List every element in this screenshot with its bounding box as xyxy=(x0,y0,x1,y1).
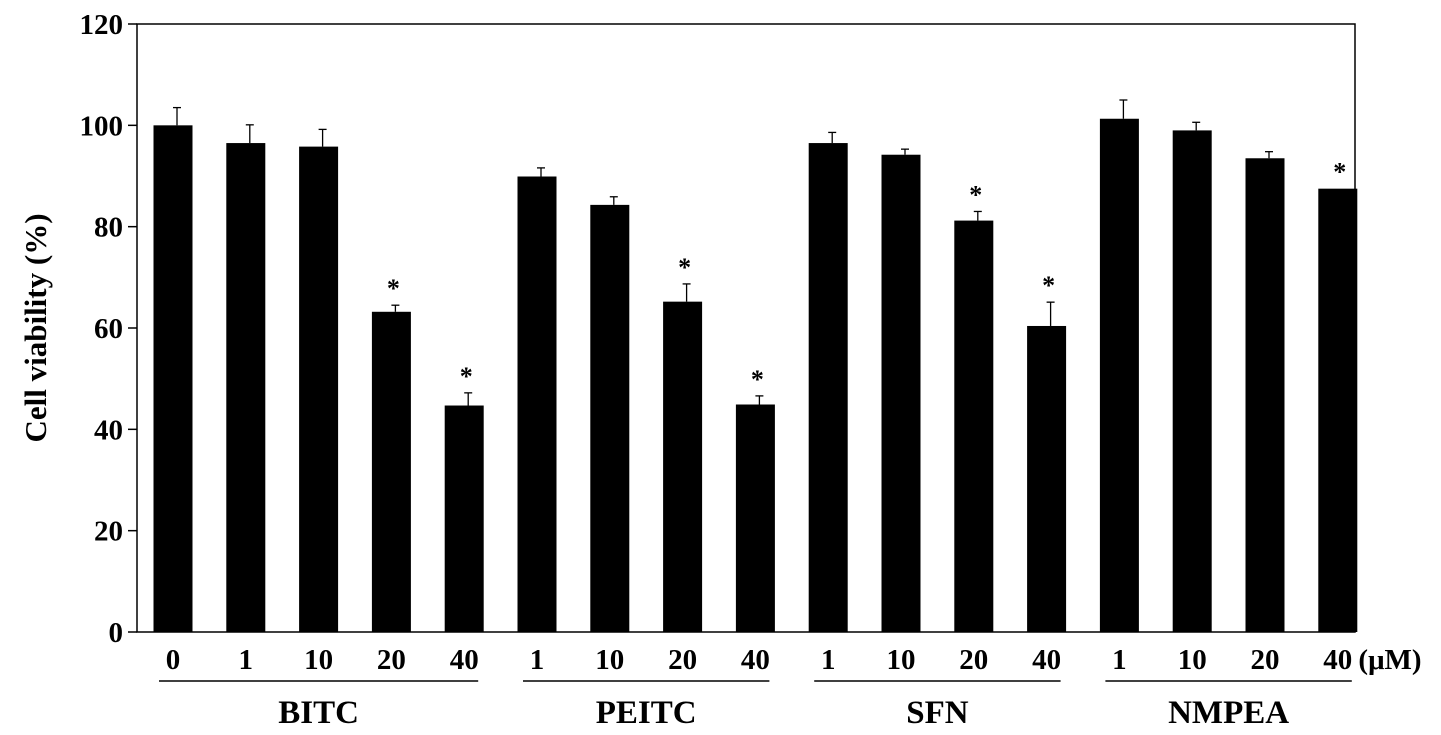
significance-marker: * xyxy=(1333,158,1346,187)
significance-marker: * xyxy=(751,365,764,394)
bar xyxy=(226,143,266,633)
bar xyxy=(881,154,921,632)
y-tick-label: 40 xyxy=(94,414,123,446)
x-tick-label: 20 xyxy=(377,644,406,676)
x-tick-label: 20 xyxy=(1251,644,1280,676)
significance-marker: * xyxy=(969,180,982,209)
x-tick-label: 40 xyxy=(1323,644,1352,676)
x-tick-label: 20 xyxy=(668,644,697,676)
y-tick-label: 80 xyxy=(94,212,123,244)
significance-marker: * xyxy=(1042,271,1055,300)
bar xyxy=(517,176,557,633)
x-tick-label: 10 xyxy=(304,644,333,676)
bar xyxy=(1172,130,1212,632)
x-axis-unit-label: (μM) xyxy=(1358,644,1421,676)
bar xyxy=(590,204,630,632)
bar xyxy=(663,301,703,632)
x-tick-label: 10 xyxy=(887,644,916,676)
group-label: PEITC xyxy=(596,695,697,731)
x-tick-label: 1 xyxy=(1112,644,1127,676)
y-tick-label: 60 xyxy=(94,313,123,345)
x-tick-label: 10 xyxy=(595,644,624,676)
significance-marker: * xyxy=(460,362,473,391)
group-label: NMPEA xyxy=(1168,695,1289,731)
bar xyxy=(1318,188,1358,632)
significance-marker: * xyxy=(387,274,400,303)
x-tick-label: 0 xyxy=(166,644,181,676)
bar xyxy=(735,404,775,632)
x-tick-label: 20 xyxy=(959,644,988,676)
y-tick-label: 120 xyxy=(80,9,124,41)
x-tick-label: 40 xyxy=(1032,644,1061,676)
group-label: BITC xyxy=(278,695,359,731)
y-tick-label: 0 xyxy=(109,617,124,649)
y-tick-label: 100 xyxy=(80,110,124,142)
x-tick-label: 1 xyxy=(239,644,254,676)
x-tick-label: 10 xyxy=(1178,644,1207,676)
bar xyxy=(371,311,411,632)
bar xyxy=(299,146,339,632)
x-tick-label: 1 xyxy=(530,644,545,676)
x-tick-label: 40 xyxy=(741,644,770,676)
y-axis-title: Cell viability (%) xyxy=(18,213,53,442)
x-tick-label: 40 xyxy=(450,644,479,676)
bar xyxy=(1245,158,1285,632)
bar xyxy=(1099,118,1139,633)
bar xyxy=(1027,325,1067,632)
x-tick-label: 1 xyxy=(821,644,836,676)
significance-marker: * xyxy=(678,253,691,282)
bar xyxy=(153,125,193,632)
bar xyxy=(444,405,484,632)
bar xyxy=(954,220,994,632)
group-label: SFN xyxy=(906,695,969,731)
y-tick-label: 20 xyxy=(94,516,123,548)
bar xyxy=(808,143,848,633)
